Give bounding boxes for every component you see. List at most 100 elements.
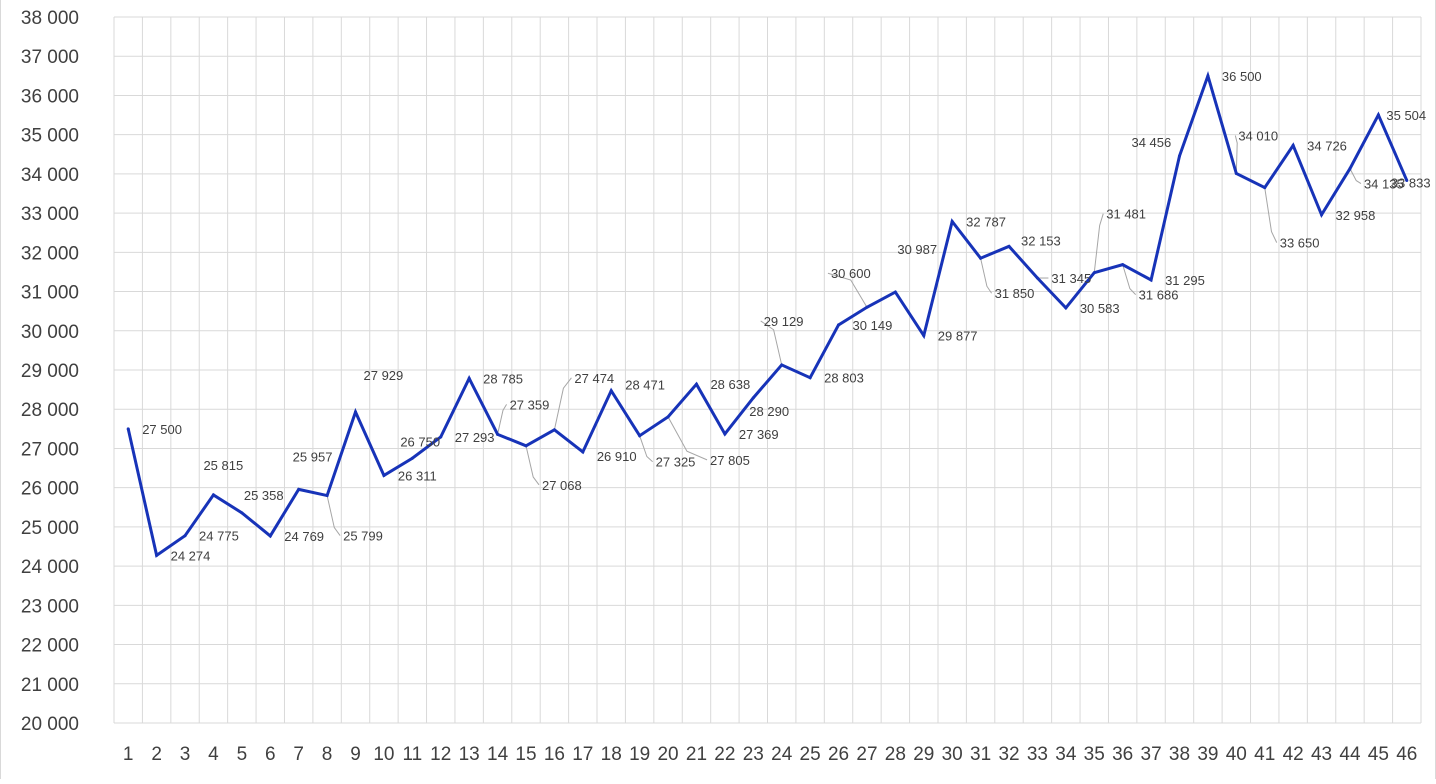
data-label: 27 500 [142, 422, 182, 437]
data-label: 28 471 [625, 378, 665, 393]
data-label: 27 068 [542, 478, 582, 493]
data-label-leader [639, 435, 653, 463]
x-tick-label: 46 [1396, 744, 1417, 765]
data-label: 31 481 [1106, 207, 1146, 222]
x-tick-label: 6 [265, 744, 276, 765]
data-label: 25 799 [343, 529, 383, 544]
data-point [979, 256, 983, 260]
x-tick-label: 25 [800, 744, 821, 765]
data-label: 34 726 [1307, 138, 1347, 153]
data-point [1263, 186, 1267, 190]
data-label: 25 815 [203, 458, 243, 473]
y-tick-label: 38 000 [21, 8, 79, 29]
y-tick-label: 21 000 [21, 675, 79, 696]
data-label: 26 311 [398, 468, 437, 483]
data-point [496, 432, 500, 436]
x-tick-label: 24 [771, 744, 793, 765]
data-label: 29 877 [938, 329, 978, 344]
data-label: 27 369 [739, 427, 779, 442]
x-tick-label: 30 [942, 744, 963, 765]
data-label: 33 650 [1280, 236, 1320, 251]
data-point [183, 534, 187, 538]
x-axis-ticks: 1 2 3 4 5 6 7 8 9 10 11 12 13 14 15 16 17 18 19 20 21 22 23 24 2… [123, 744, 1417, 765]
x-tick-label: 1 [123, 744, 134, 765]
data-label: 28 290 [749, 404, 789, 419]
data-label: 36 500 [1222, 69, 1262, 84]
x-tick-label: 18 [601, 744, 622, 765]
data-label-leader [497, 404, 508, 435]
data-label: 24 769 [284, 529, 324, 544]
x-tick-label: 5 [237, 744, 248, 765]
data-point [694, 382, 698, 386]
data-point [780, 363, 784, 367]
x-tick-label: 29 [913, 744, 934, 765]
data-label: 32 153 [1021, 233, 1061, 248]
y-tick-label: 23 000 [21, 596, 79, 617]
x-tick-label: 42 [1283, 744, 1304, 765]
x-tick-label: 22 [714, 744, 735, 765]
x-tick-label: 11 [402, 744, 422, 765]
data-label: 25 358 [244, 488, 284, 503]
data-label-leader [667, 416, 708, 461]
y-tick-label: 28 000 [21, 400, 79, 421]
y-tick-label: 35 000 [21, 126, 79, 147]
x-tick-label: 14 [487, 744, 509, 765]
data-point [155, 553, 159, 557]
data-label-leader [1349, 168, 1362, 185]
data-point [865, 305, 869, 309]
data-label-leader [1093, 213, 1104, 273]
y-tick-label: 33 000 [21, 204, 79, 225]
data-label: 31 295 [1165, 273, 1205, 288]
data-point [581, 450, 585, 454]
data-point [1234, 171, 1238, 175]
x-tick-label: 2 [151, 744, 162, 765]
data-point [382, 473, 386, 477]
data-point [211, 493, 215, 497]
data-label: 35 504 [1386, 108, 1426, 123]
data-point [1291, 143, 1295, 147]
data-point [1320, 213, 1324, 217]
data-point [609, 389, 613, 393]
data-label: 31 686 [1139, 288, 1179, 303]
x-tick-label: 41 [1254, 744, 1275, 765]
data-point [1348, 167, 1352, 171]
y-axis-ticks: 20 000 21 000 22 000 23 000 24 000 25 000 26 0… [21, 8, 79, 735]
y-tick-label: 22 000 [21, 636, 79, 657]
x-tick-label: 40 [1226, 744, 1247, 765]
data-point [1064, 306, 1068, 310]
x-tick-label: 3 [180, 744, 191, 765]
y-tick-label: 31 000 [21, 283, 79, 304]
data-label: 30 149 [853, 318, 893, 333]
grid [113, 16, 1422, 724]
x-tick-label: 33 [1027, 744, 1048, 765]
y-tick-label: 30 000 [21, 322, 79, 343]
x-tick-label: 26 [828, 744, 849, 765]
data-label: 34 010 [1238, 128, 1278, 143]
x-tick-label: 10 [373, 744, 394, 765]
data-point [837, 323, 841, 327]
y-tick-label: 32 000 [21, 243, 79, 264]
data-point [552, 428, 556, 432]
data-label-leader [980, 258, 993, 294]
x-tick-label: 36 [1112, 744, 1133, 765]
x-tick-label: 34 [1055, 744, 1077, 765]
y-tick-label: 29 000 [21, 361, 79, 382]
x-tick-label: 15 [515, 744, 536, 765]
data-point [354, 410, 358, 414]
data-point [410, 456, 414, 460]
data-point [1206, 74, 1210, 78]
data-label: 26 750 [400, 434, 440, 449]
data-point [240, 511, 244, 515]
data-label: 27 293 [455, 430, 495, 445]
y-tick-label: 26 000 [21, 479, 79, 500]
data-point [723, 432, 727, 436]
data-point [467, 376, 471, 380]
data-label: 31 850 [995, 286, 1035, 301]
x-tick-label: 31 [970, 744, 991, 765]
y-tick-label: 37 000 [21, 47, 79, 68]
data-label: 27 325 [656, 455, 696, 470]
data-point [524, 444, 528, 448]
data-label-leader [760, 320, 783, 366]
